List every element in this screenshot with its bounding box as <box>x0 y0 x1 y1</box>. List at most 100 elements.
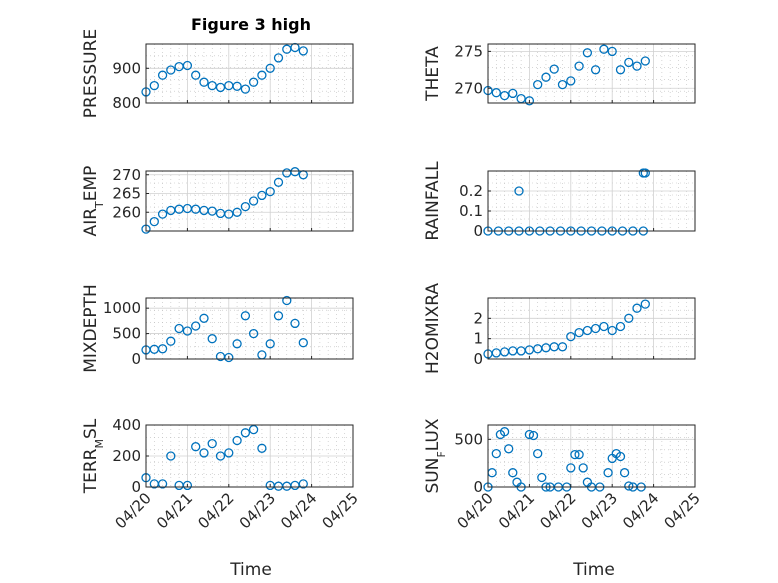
data-point <box>615 65 626 75</box>
y-axis-label: RAINFALL <box>423 161 443 241</box>
plot-area <box>145 43 354 104</box>
data-point <box>599 44 609 54</box>
y-tick-label: 800 <box>112 94 141 112</box>
data-point <box>640 168 650 178</box>
data-point <box>215 451 226 461</box>
data-point <box>166 451 176 461</box>
data-point <box>191 321 201 331</box>
data-point <box>248 77 259 87</box>
y-tick-label: 260 <box>112 203 141 221</box>
data-point <box>566 76 576 86</box>
data-point <box>215 82 226 93</box>
chart-panel-7: 0200400TERRMSL04/2004/2104/2204/2304/240… <box>81 416 362 532</box>
y-axis-label-part: EMP <box>81 166 101 202</box>
y-tick-label: 265 <box>112 185 141 203</box>
y-tick-label: 0 <box>473 222 483 240</box>
data-point <box>578 463 588 473</box>
axes-outline <box>145 170 354 232</box>
data-point <box>508 468 518 478</box>
data-point <box>582 48 593 58</box>
data-point <box>240 201 251 212</box>
data-point <box>640 299 650 309</box>
y-axis-label-part: LUX <box>423 418 443 451</box>
data-point <box>624 481 634 491</box>
y-tick-label: 0 <box>131 478 141 496</box>
data-point <box>499 90 510 101</box>
data-point <box>157 344 168 354</box>
figure-title: Figure 3 high <box>191 15 311 34</box>
data-point <box>157 479 168 489</box>
y-axis-label: THETA <box>423 46 443 102</box>
x-axis-label-left: Time <box>229 560 272 580</box>
data-point <box>607 46 617 57</box>
y-axis-label: MIXDEPTH <box>81 284 101 373</box>
x-tick-label: 04/23 <box>236 489 279 532</box>
y-axis-label: SUNFLUX <box>423 418 448 493</box>
data-point <box>199 448 209 458</box>
y-tick-label: 0 <box>473 350 483 368</box>
data-point <box>549 64 559 74</box>
data-point <box>248 328 259 339</box>
data-point <box>182 480 193 491</box>
data-point <box>298 479 308 489</box>
y-axis-label-subscript: M <box>93 439 106 449</box>
data-point <box>624 313 634 323</box>
data-point <box>632 303 642 313</box>
data-point <box>624 57 634 68</box>
y-axis-label: TERRMSL <box>81 418 106 494</box>
x-tick-label: 04/22 <box>536 489 579 532</box>
data-point <box>603 468 613 478</box>
data-point <box>574 327 584 338</box>
x-tick-label: 04/25 <box>661 489 704 532</box>
y-axis-label: H2OMIXRA <box>423 283 443 374</box>
data-point <box>607 325 617 336</box>
data-point <box>557 79 568 90</box>
data-point <box>590 65 601 75</box>
data-point <box>570 449 580 460</box>
axes-outline <box>145 297 354 360</box>
plot-area <box>487 170 696 232</box>
data-point <box>273 177 284 187</box>
data-point <box>499 427 510 437</box>
data-point <box>514 186 524 196</box>
data-point <box>615 451 626 462</box>
axes-outline <box>487 297 696 360</box>
data-point <box>265 339 275 349</box>
data-point <box>566 463 576 473</box>
data-point <box>240 311 251 321</box>
data-point <box>199 77 209 87</box>
y-tick-label: 2 <box>473 309 483 327</box>
data-point <box>232 435 242 446</box>
data-point <box>615 321 626 332</box>
y-axis-label-part: SL <box>81 418 101 439</box>
data-point <box>574 61 584 71</box>
x-tick-label: 04/22 <box>194 489 237 532</box>
data-point <box>166 65 176 75</box>
data-point <box>265 186 275 197</box>
chart-panel-4: 0 0.1 0.2 RAINFALL <box>423 161 696 241</box>
y-tick-label: 270 <box>454 79 483 97</box>
data-point <box>619 468 630 478</box>
axes-outline <box>487 170 696 232</box>
axes-outline <box>487 424 696 488</box>
chart-panel-1: 800 900 PRESSURE <box>81 29 354 118</box>
data-point <box>149 216 159 227</box>
data-point <box>508 88 518 99</box>
data-point <box>232 81 242 91</box>
x-tick-label: 04/23 <box>578 489 621 532</box>
data-point <box>273 53 284 63</box>
plot-area <box>487 424 696 488</box>
data-point <box>566 331 576 342</box>
y-tick-label: 270 <box>112 166 141 184</box>
data-point <box>224 448 234 458</box>
data-point <box>290 167 300 177</box>
data-point <box>632 61 642 71</box>
axes-outline <box>487 43 696 104</box>
y-tick-label: 400 <box>112 416 141 434</box>
data-point <box>207 334 217 344</box>
data-point <box>574 449 584 460</box>
data-point <box>533 448 543 459</box>
data-point <box>199 313 209 323</box>
chart-panel-6: 0 1 2 H2OMIXRA <box>423 283 696 374</box>
